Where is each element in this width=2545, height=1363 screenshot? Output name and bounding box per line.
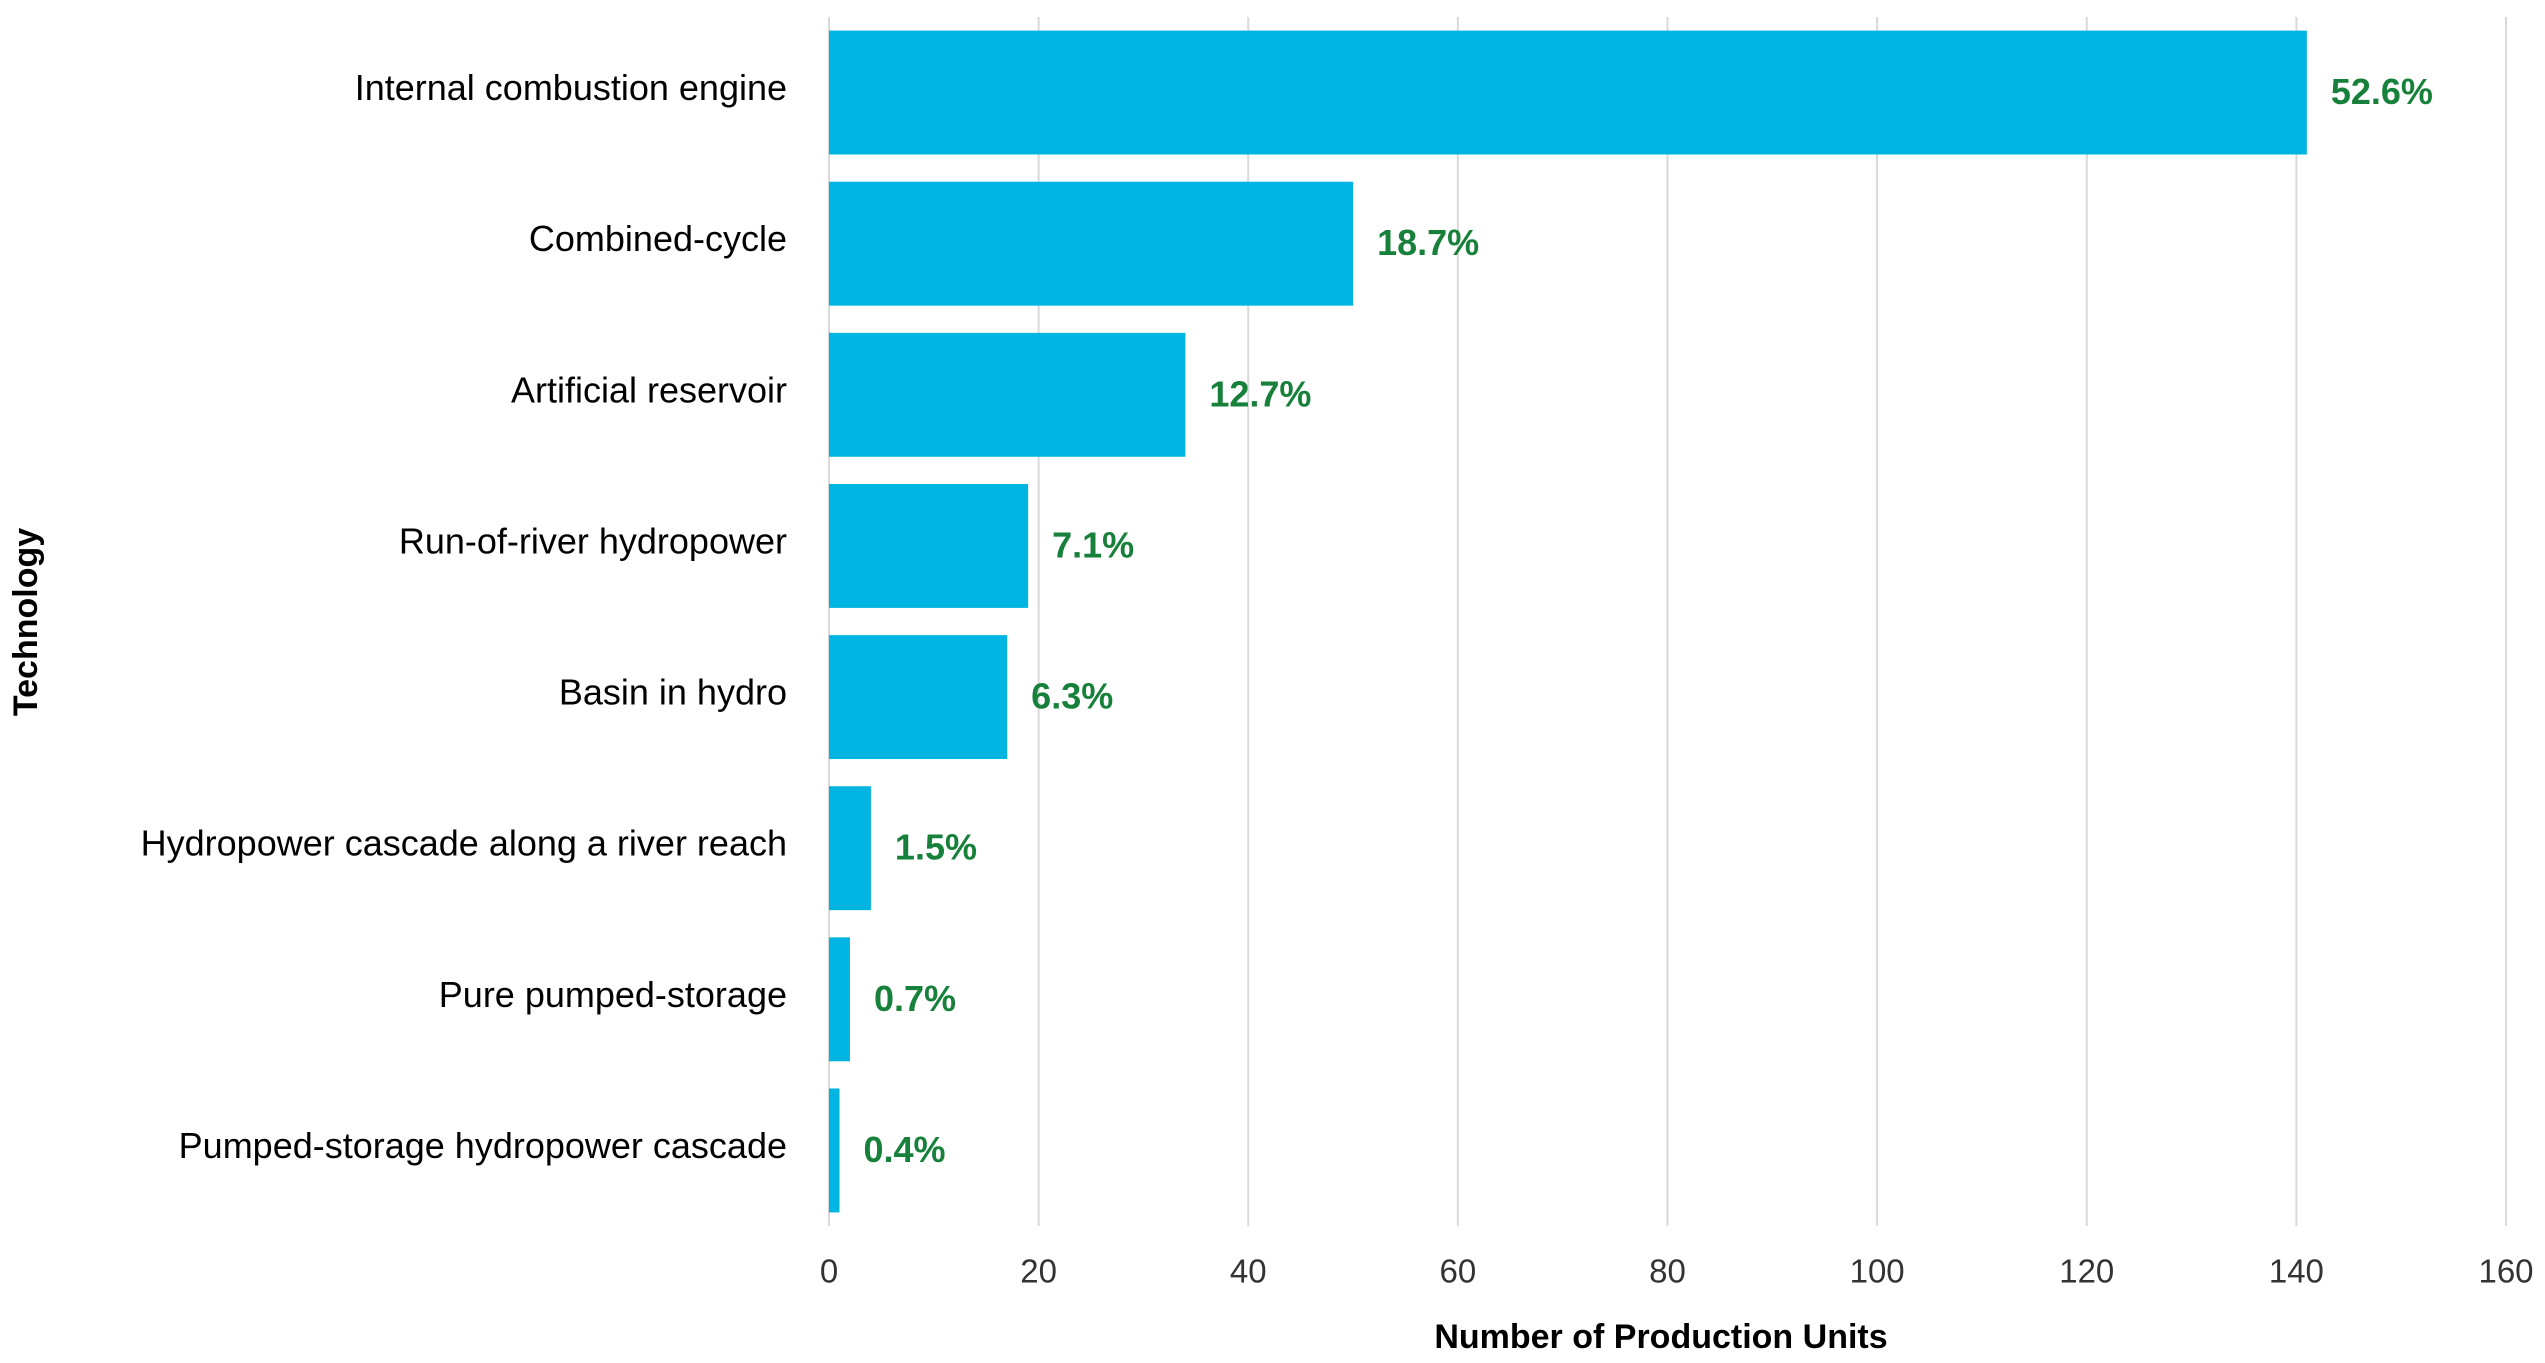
x-tick-label: 0: [820, 1253, 838, 1290]
x-tick-label: 60: [1440, 1253, 1477, 1290]
x-tick-label: 100: [1850, 1253, 1905, 1290]
y-tick-label: Run-of-river hydropower: [399, 520, 787, 561]
bar: [829, 635, 1008, 760]
x-tick-label: 120: [2059, 1253, 2114, 1290]
x-tick-label: 160: [2478, 1253, 2533, 1290]
bar: [829, 332, 1186, 457]
y-tick-label: Basin in hydro: [559, 672, 787, 713]
share-label: 6.3%: [1031, 676, 1113, 717]
y-tick-label: Pure pumped-storage: [439, 974, 787, 1015]
share-label: 18.7%: [1377, 222, 1479, 263]
x-tick-label: 20: [1020, 1253, 1057, 1290]
bar: [829, 1088, 840, 1213]
share-label: 12.7%: [1209, 373, 1311, 414]
y-tick-label: Pumped-storage hydropower cascade: [179, 1125, 787, 1166]
x-axis-title: Number of Production Units: [1434, 1318, 1887, 1356]
bar: [829, 30, 2307, 155]
bar: [829, 937, 850, 1062]
bar: [829, 483, 1029, 608]
y-tick-label: Artificial reservoir: [511, 369, 787, 410]
share-label: 0.7%: [874, 978, 956, 1019]
share-label: 52.6%: [2331, 71, 2433, 112]
share-label: 7.1%: [1052, 524, 1134, 565]
y-axis-title: Technology: [7, 528, 45, 716]
y-tick-label: Internal combustion engine: [355, 67, 787, 108]
bar: [829, 786, 871, 911]
y-tick-label: Hydropower cascade along a river reach: [141, 823, 787, 864]
share-label: 1.5%: [895, 827, 977, 868]
share-label: 0.4%: [863, 1129, 945, 1170]
x-tick-label: 140: [2269, 1253, 2324, 1290]
x-tick-label: 80: [1649, 1253, 1686, 1290]
x-tick-label: 40: [1230, 1253, 1267, 1290]
y-tick-label: Combined-cycle: [529, 218, 787, 259]
bar: [829, 181, 1354, 306]
